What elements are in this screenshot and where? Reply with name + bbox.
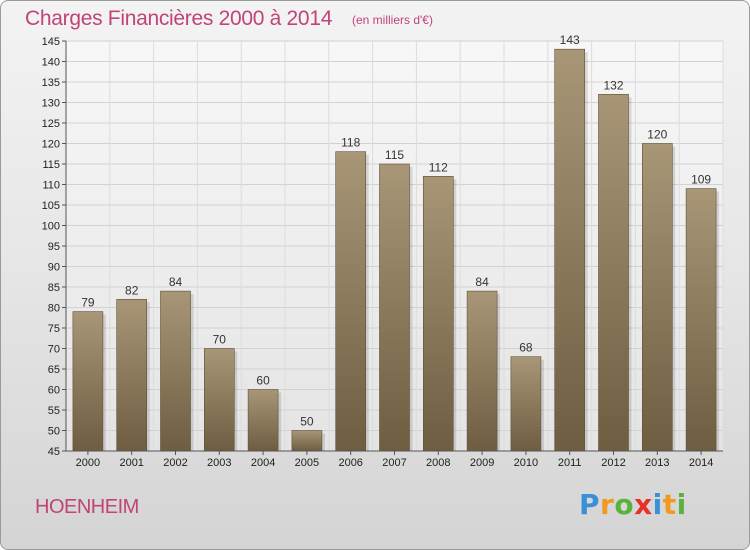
logo-letter: i (676, 488, 687, 521)
logo-letter: o (614, 488, 635, 521)
data-label: 79 (81, 296, 95, 310)
bar-2005[interactable] (291, 430, 323, 452)
unit-note: (en milliers d'€) (352, 13, 433, 27)
y-tick-label: 45 (48, 446, 60, 458)
commune-name: HOENHEIM (35, 496, 139, 518)
x-tick-label: 2006 (338, 457, 362, 469)
bar-2002[interactable] (160, 290, 191, 452)
bar-2010[interactable] (510, 356, 542, 452)
logo-letter: i (652, 488, 663, 521)
x-tick-label: 2008 (426, 457, 450, 469)
x-tick-label: 2007 (382, 457, 406, 469)
y-tick-label: 125 (42, 118, 60, 130)
chart-title: Charges Financières 2000 à 2014 (25, 7, 333, 30)
x-tick-label: 2001 (119, 457, 143, 469)
x-tick-label: 2014 (689, 457, 713, 469)
x-tick-label: 2013 (645, 457, 669, 469)
x-tick-label: 2004 (251, 457, 275, 469)
x-tick-label: 2011 (558, 457, 582, 469)
data-label: 70 (213, 333, 227, 347)
bar-2009[interactable] (466, 290, 498, 452)
y-tick-label: 90 (48, 262, 60, 274)
y-tick-label: 65 (48, 364, 60, 376)
y-tick-label: 135 (42, 77, 60, 89)
bar-2003[interactable] (204, 348, 235, 452)
bar-2011[interactable] (554, 48, 586, 452)
logo-letter: P (579, 488, 601, 521)
y-tick-label: 85 (48, 282, 60, 294)
bar-2007[interactable] (379, 163, 410, 452)
y-tick-label: 50 (48, 426, 60, 438)
x-tick-label: 2005 (295, 457, 319, 469)
y-tick-label: 70 (48, 344, 60, 356)
bar-2008[interactable] (422, 176, 454, 452)
y-tick-label: 75 (48, 323, 60, 335)
y-tick-label: 80 (48, 303, 60, 315)
y-tick-label: 100 (42, 221, 60, 233)
data-label: 132 (603, 78, 623, 92)
data-label: 143 (560, 33, 580, 47)
y-tick-label: 130 (42, 98, 60, 110)
data-label: 112 (429, 160, 448, 174)
data-label: 68 (519, 341, 533, 355)
bar-2006[interactable] (335, 151, 367, 452)
x-tick-label: 2010 (514, 457, 538, 469)
y-tick-label: 115 (42, 159, 60, 171)
x-tick-label: 2003 (207, 457, 231, 469)
bar-2013[interactable] (641, 143, 673, 452)
data-label: 82 (125, 283, 139, 297)
y-tick-label: 105 (42, 200, 60, 212)
y-tick-label: 110 (42, 180, 60, 192)
y-tick-label: 145 (42, 36, 60, 48)
data-label: 120 (647, 128, 667, 142)
bar-2000[interactable] (72, 311, 104, 452)
data-label: 109 (691, 173, 711, 187)
logo-letter: x (634, 488, 653, 521)
bar-2012[interactable] (598, 94, 629, 452)
x-tick-label: 2002 (163, 457, 187, 469)
logo-letter: r (600, 488, 615, 521)
x-tick-label: 2012 (601, 457, 625, 469)
x-tick-label: 2000 (76, 457, 100, 469)
bar-2004[interactable] (247, 389, 279, 452)
y-tick-label: 95 (48, 241, 60, 253)
y-tick-label: 120 (42, 139, 60, 151)
data-label: 118 (341, 136, 360, 150)
y-tick-label: 55 (48, 405, 60, 417)
bar-2001[interactable] (116, 298, 147, 452)
logo-letter: t (662, 488, 677, 521)
data-label: 84 (169, 275, 183, 289)
y-tick-label: 140 (42, 57, 60, 69)
data-label: 60 (256, 374, 270, 388)
y-tick-label: 60 (48, 385, 60, 397)
bar-2014[interactable] (685, 188, 717, 452)
data-label: 115 (385, 148, 404, 162)
data-label: 84 (475, 275, 489, 289)
data-label: 50 (300, 415, 314, 429)
proxiti-logo[interactable]: Proxiti (579, 488, 687, 521)
x-tick-label: 2009 (470, 457, 494, 469)
